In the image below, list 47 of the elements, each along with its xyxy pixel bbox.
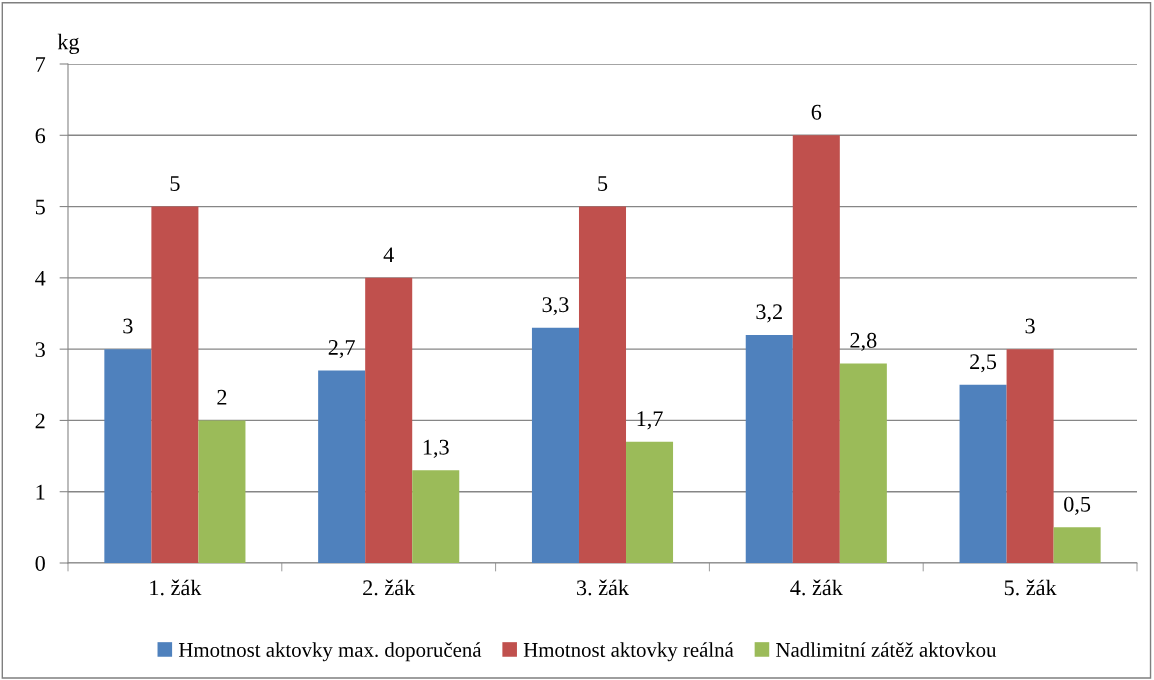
y-tick-label: 3 — [35, 342, 45, 358]
data-label: 3,3 — [542, 297, 569, 316]
bar — [198, 420, 246, 563]
bar — [531, 327, 579, 563]
y-tick-label: 0 — [35, 555, 45, 571]
x-tick-label: 1. žák — [150, 579, 202, 596]
data-label: 3 — [1025, 318, 1035, 334]
legend-label: Hmotnost aktovky reálná — [523, 642, 734, 662]
data-label: 1,3 — [423, 439, 449, 458]
bar — [1006, 349, 1054, 563]
data-label: 2,7 — [328, 339, 355, 359]
x-tick-label: 4. žák — [790, 579, 843, 596]
data-label: 5 — [170, 176, 180, 191]
data-label: 3 — [123, 318, 133, 334]
bar — [104, 349, 152, 563]
y-tick-label: 1 — [36, 484, 45, 500]
data-label: 2,8 — [850, 332, 877, 351]
data-label: 4 — [383, 247, 394, 263]
data-label: 2,5 — [970, 354, 997, 373]
y-tick-label: 4 — [35, 270, 46, 286]
data-label: 1,7 — [637, 411, 663, 430]
bar — [318, 370, 366, 563]
x-tick-label: 2. žák — [363, 579, 416, 596]
bar — [626, 441, 674, 563]
bar — [412, 470, 460, 563]
legend-label: Hmotnost aktovky max. doporučená — [178, 642, 482, 662]
x-tick-label: 3. žák — [577, 579, 630, 596]
bar — [1053, 527, 1101, 563]
legend-label: Nadlimitní zátěž aktovkou — [776, 642, 997, 657]
bar — [365, 277, 413, 563]
y-tick-label: 2 — [35, 413, 45, 429]
bar — [839, 363, 887, 563]
y-tick-label: 6 — [35, 128, 46, 144]
bar — [959, 384, 1007, 563]
y-axis-title: kg — [57, 33, 80, 55]
x-tick-label: 5. žák — [1004, 579, 1057, 596]
bar — [745, 334, 793, 563]
data-label: 3,2 — [756, 304, 782, 323]
data-label: 6 — [811, 104, 822, 120]
data-label: 2 — [217, 389, 227, 405]
bar — [792, 135, 840, 563]
data-label: 5 — [598, 176, 608, 191]
y-tick-label: 5 — [35, 199, 45, 215]
bar — [578, 206, 627, 563]
y-tick-label: 7 — [36, 57, 46, 72]
bar — [151, 206, 199, 563]
data-label: 0,5 — [1064, 496, 1091, 515]
